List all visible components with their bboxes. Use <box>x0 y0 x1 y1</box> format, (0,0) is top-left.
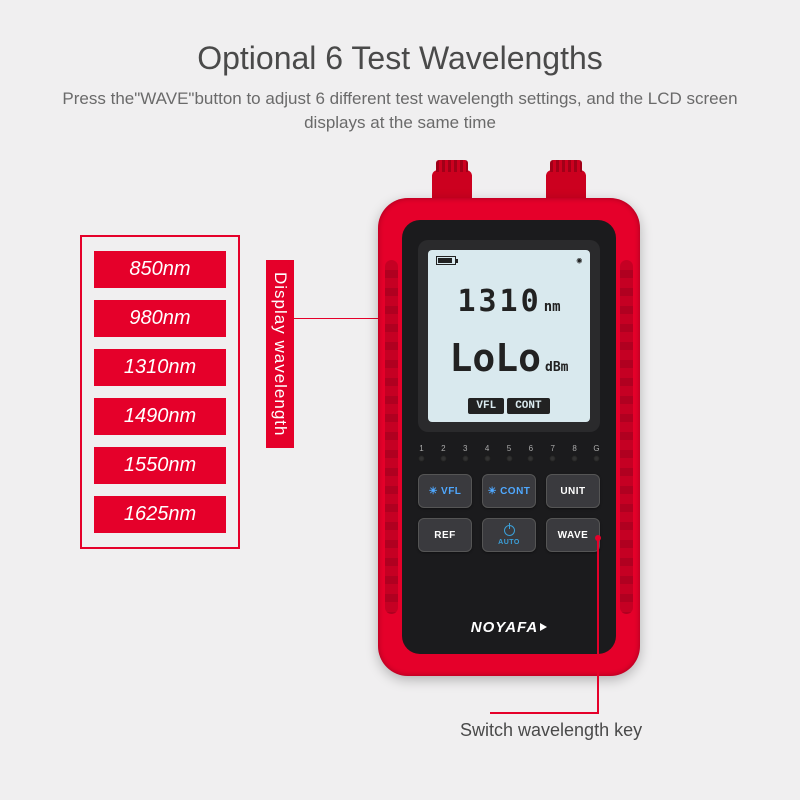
annotation-line-vertical <box>597 540 599 714</box>
led-7: 7 <box>549 444 556 462</box>
battery-icon <box>436 256 456 265</box>
led-8: 8 <box>571 444 578 462</box>
power-auto-button[interactable]: AUTO <box>482 518 536 552</box>
switch-wavelength-label: Switch wavelength key <box>460 720 642 741</box>
ref-button[interactable]: REF <box>418 518 472 552</box>
wavelength-item: 1550nm <box>94 447 226 484</box>
lcd-wavelength-digits: 1310 <box>457 284 541 319</box>
lcd-frame: ◉ 1310nm LoLodBm VFL CONT <box>418 240 600 432</box>
grip-left <box>385 260 398 614</box>
brand-logo: NOYAFA <box>378 619 640 636</box>
lcd-value-text: LoLo <box>450 336 542 380</box>
led-2: 2 <box>440 444 447 462</box>
cont-button[interactable]: ☀CONT <box>482 474 536 508</box>
led-row: 1 2 3 4 5 6 7 8 G <box>418 444 600 462</box>
wireless-icon: ◉ <box>577 256 582 266</box>
wavelength-item: 980nm <box>94 300 226 337</box>
power-icon <box>504 525 515 536</box>
wavelength-item: 850nm <box>94 251 226 288</box>
lcd-value: LoLodBm <box>428 336 590 380</box>
led-6: 6 <box>527 444 534 462</box>
grip-right <box>620 260 633 614</box>
wavelength-item: 1625nm <box>94 496 226 533</box>
button-grid: ☀VFL ☀CONT UNIT REF AUTO WAVE <box>418 474 600 552</box>
lcd-tags: VFL CONT <box>428 398 590 414</box>
wavelength-item: 1490nm <box>94 398 226 435</box>
display-wavelength-label: Display wavelength <box>266 260 294 448</box>
page-title: Optional 6 Test Wavelengths <box>0 0 800 77</box>
wavelength-item: 1310nm <box>94 349 226 386</box>
lcd-tag-cont: CONT <box>507 398 549 414</box>
lcd-wavelength-unit: nm <box>544 299 561 315</box>
wavelength-list-box: 850nm 980nm 1310nm 1490nm 1550nm 1625nm <box>80 235 240 549</box>
lcd-wavelength: 1310nm <box>428 284 590 319</box>
unit-button[interactable]: UNIT <box>546 474 600 508</box>
device-body: ◉ 1310nm LoLodBm VFL CONT 1 2 3 4 5 6 <box>378 198 640 676</box>
wave-button[interactable]: WAVE <box>546 518 600 552</box>
lcd-screen: ◉ 1310nm LoLodBm VFL CONT <box>428 250 590 422</box>
led-3: 3 <box>462 444 469 462</box>
annotation-line-horizontal <box>490 712 598 714</box>
annotation-dot <box>595 535 601 541</box>
lcd-value-unit: dBm <box>545 360 568 375</box>
vfl-button[interactable]: ☀VFL <box>418 474 472 508</box>
led-1: 1 <box>418 444 425 462</box>
page-subtitle: Press the"WAVE"button to adjust 6 differ… <box>0 87 800 135</box>
lcd-tag-vfl: VFL <box>468 398 504 414</box>
lcd-status-bar: ◉ <box>436 256 582 266</box>
device: ◉ 1310nm LoLodBm VFL CONT 1 2 3 4 5 6 <box>378 198 640 676</box>
led-4: 4 <box>484 444 491 462</box>
led-5: 5 <box>506 444 513 462</box>
led-g: G <box>593 444 600 462</box>
